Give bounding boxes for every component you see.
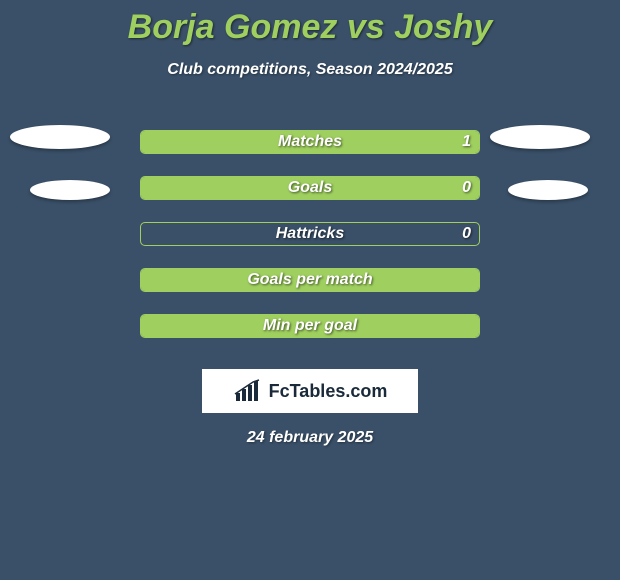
brand-logo[interactable]: FcTables.com — [202, 369, 418, 413]
stats-block: Matches1Goals0Hattricks0Goals per matchM… — [0, 119, 620, 349]
bar-chart-icon — [233, 379, 263, 403]
stat-label: Matches — [141, 131, 479, 153]
stat-label: Hattricks — [141, 223, 479, 245]
stat-bar: Hattricks0 — [140, 222, 480, 246]
stat-row: Min per goal — [0, 303, 620, 349]
stat-row: Goals per match — [0, 257, 620, 303]
stat-row: Matches1 — [0, 119, 620, 165]
subtitle: Club competitions, Season 2024/2025 — [0, 61, 620, 79]
stat-label: Goals — [141, 177, 479, 199]
stat-row: Goals0 — [0, 165, 620, 211]
stat-label: Min per goal — [141, 315, 479, 337]
stat-label: Goals per match — [141, 269, 479, 291]
stat-value-right: 0 — [462, 177, 471, 199]
stat-bar: Matches1 — [140, 130, 480, 154]
stat-bar: Min per goal — [140, 314, 480, 338]
stat-value-right: 0 — [462, 223, 471, 245]
stat-bar: Goals0 — [140, 176, 480, 200]
brand-text: FcTables.com — [269, 381, 388, 402]
footer-date: 24 february 2025 — [0, 429, 620, 447]
stat-row: Hattricks0 — [0, 211, 620, 257]
stat-bar: Goals per match — [140, 268, 480, 292]
stat-value-right: 1 — [462, 131, 471, 153]
comparison-widget: Borja Gomez vs Joshy Club competitions, … — [0, 0, 620, 447]
page-title: Borja Gomez vs Joshy — [0, 0, 620, 47]
